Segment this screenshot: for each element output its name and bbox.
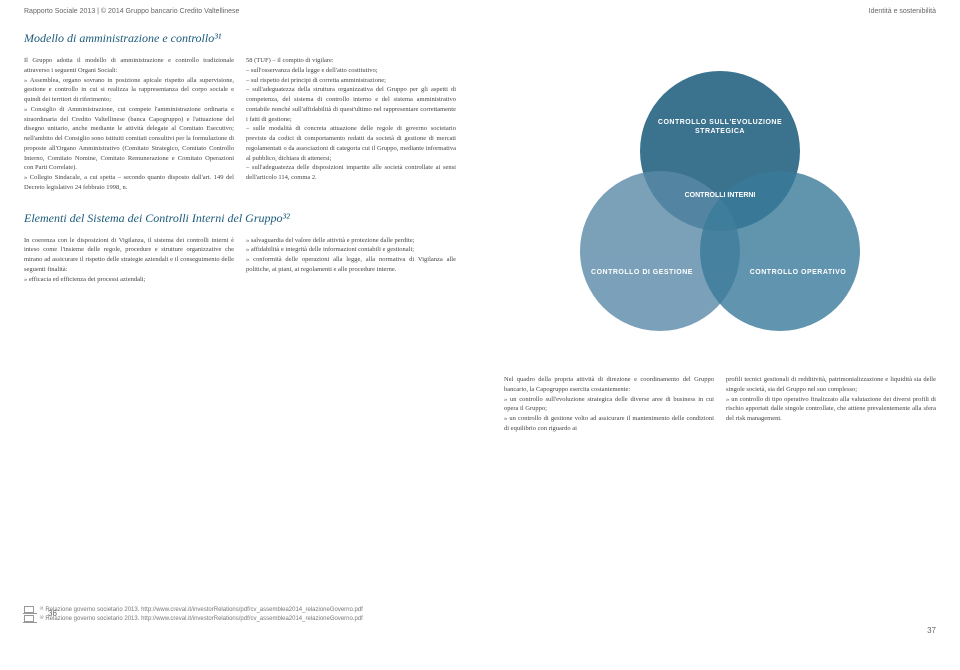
section2-col1: In coerenza con le disposizioni di Vigil… (24, 236, 234, 285)
section2-col2: » salvaguardia del valore delle attività… (246, 236, 456, 275)
footnotes: ³¹ Relazione governo societario 2013. ht… (24, 606, 456, 623)
page-number-left: 36 (48, 608, 57, 619)
footnote-1: ³¹ Relazione governo societario 2013. ht… (40, 607, 363, 613)
header-left: Rapporto Sociale 2013 | © 2014 Gruppo ba… (24, 8, 239, 15)
section1-col2: 58 (TUF) – il compito di vigilare: – sul… (246, 56, 456, 183)
venn-label-center: CONTROLLI INTERNI (668, 191, 772, 200)
page-header: Rapporto Sociale 2013 | © 2014 Gruppo ba… (0, 0, 960, 19)
page-spread: Modello di amministrazione e controllo³¹… (0, 19, 960, 639)
section1-title: Modello di amministrazione e controllo³¹ (24, 31, 456, 46)
section2-title: Elementi del Sistema dei Controlli Inter… (24, 211, 456, 226)
section1-col1: Il Gruppo adotta il modello di amministr… (24, 56, 234, 193)
header-right: Identità e sostenibilità (869, 8, 936, 15)
footnote-2: ³² Relazione governo societario 2013. ht… (40, 616, 363, 622)
section2-body: In coerenza con le disposizioni di Vigil… (24, 236, 456, 285)
left-page: Modello di amministrazione e controllo³¹… (0, 19, 480, 639)
page-number-right: 37 (927, 626, 936, 635)
right-page: CONTROLLO SULL'EVOLUZIONE STRATEGICA CON… (480, 19, 960, 639)
section2: Elementi del Sistema dei Controlli Inter… (24, 211, 456, 285)
right-page-body: Nel quadro della propria attività di dir… (504, 375, 936, 434)
laptop-icon (24, 606, 34, 613)
right-col1: Nel quadro della propria attività di dir… (504, 375, 714, 434)
venn-label-operational: CONTROLLO OPERATIVO (734, 268, 862, 277)
venn-label-management: CONTROLLO DI GESTIONE (575, 268, 709, 277)
venn-diagram: CONTROLLO SULL'EVOLUZIONE STRATEGICA CON… (580, 71, 860, 351)
laptop-icon (24, 615, 34, 622)
venn-label-strategic: CONTROLLO SULL'EVOLUZIONE STRATEGICA (640, 118, 800, 136)
section1-body: Il Gruppo adotta il modello di amministr… (24, 56, 456, 193)
right-col2: profili tecnici gestionali di redditivit… (726, 375, 936, 424)
